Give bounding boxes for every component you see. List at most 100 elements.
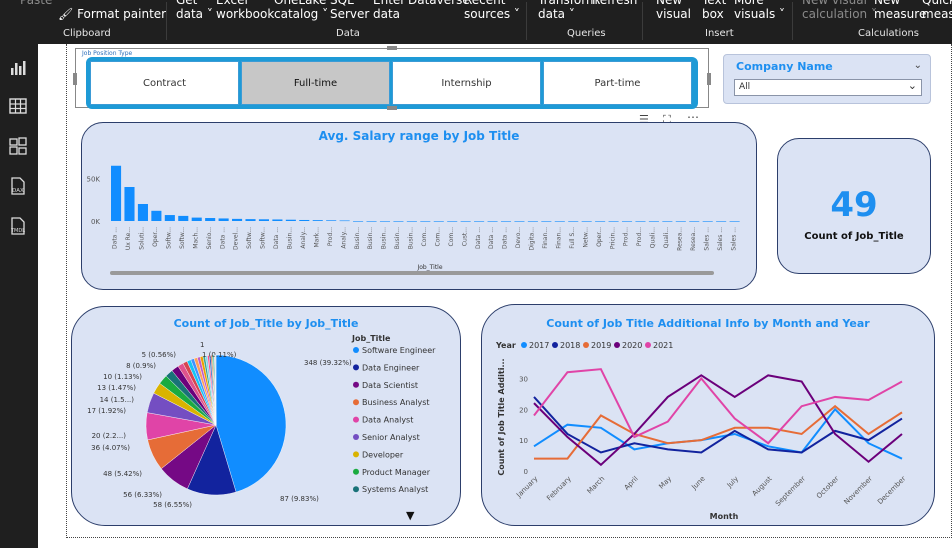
more-options-icon[interactable]: ⋯: [687, 110, 699, 124]
bar[interactable]: [272, 219, 283, 221]
bar[interactable]: [568, 221, 579, 222]
bar[interactable]: [285, 219, 296, 221]
ribbon-button-more-visuals[interactable]: More visuals ˅: [734, 0, 785, 21]
legend-item[interactable]: Developer: [362, 450, 404, 459]
ribbon-button-enter-data[interactable]: Enter data: [373, 0, 405, 21]
bar[interactable]: [662, 221, 673, 222]
slicer-option-part-time[interactable]: Part-time: [543, 61, 692, 105]
bar[interactable]: [178, 215, 189, 221]
ribbon-button-transform-data[interactable]: Transform data ˅: [538, 0, 598, 21]
slicer-option-internship[interactable]: Internship: [392, 61, 541, 105]
ribbon-button-text-box[interactable]: Text box: [702, 0, 726, 21]
bar[interactable]: [689, 221, 700, 222]
bar[interactable]: [406, 221, 417, 222]
bar[interactable]: [299, 219, 310, 221]
bar[interactable]: [164, 215, 175, 221]
resize-handle[interactable]: [73, 73, 77, 85]
model-view-icon[interactable]: [8, 136, 28, 156]
bar[interactable]: [366, 221, 377, 222]
bar[interactable]: [420, 221, 431, 222]
legend-item[interactable]: Data Analyst: [362, 416, 413, 425]
bar[interactable]: [554, 221, 565, 222]
bar[interactable]: [648, 221, 659, 222]
legend-scroll-down-icon[interactable]: ▼: [406, 509, 415, 522]
series-line-2017[interactable]: [533, 407, 903, 460]
ribbon-button-new-measure[interactable]: New measure: [874, 0, 926, 21]
slicer-option-full-time[interactable]: Full-time: [241, 61, 390, 105]
bar[interactable]: [232, 218, 243, 221]
bar[interactable]: [487, 221, 498, 222]
resize-handle[interactable]: [707, 73, 711, 85]
bar[interactable]: [312, 220, 323, 221]
bar[interactable]: [124, 187, 135, 221]
ribbon-button-onelake-catalog[interactable]: OneLake catalog ˅: [274, 0, 328, 21]
slicer-option-contract[interactable]: Contract: [90, 61, 239, 105]
ribbon-button-new-visual-calculation[interactable]: New visual calculation ˅: [802, 0, 877, 21]
legend-item[interactable]: 2021: [653, 341, 673, 350]
ribbon-button-new-visual[interactable]: New visual: [656, 0, 691, 21]
ribbon-button-get-data[interactable]: Get data ˅: [176, 0, 213, 21]
bar[interactable]: [245, 219, 256, 221]
bar[interactable]: [500, 221, 512, 222]
series-line-2018[interactable]: [533, 396, 903, 454]
ribbon-button-excel-workbook[interactable]: Excel workbook: [216, 0, 274, 21]
bar[interactable]: [527, 221, 538, 222]
bar[interactable]: [675, 221, 686, 222]
bar[interactable]: [191, 217, 202, 221]
resize-handle[interactable]: [387, 46, 397, 50]
bar[interactable]: [474, 221, 485, 222]
bar[interactable]: [447, 221, 458, 222]
bar[interactable]: [581, 221, 592, 222]
bar[interactable]: [514, 221, 525, 222]
company-name-filter[interactable]: Company Name ⌄ All ⌄: [723, 54, 931, 104]
legend-item[interactable]: 2020: [622, 341, 642, 350]
ribbon-button-recent-sources[interactable]: Recent sources ˅: [464, 0, 520, 21]
bar[interactable]: [729, 221, 740, 222]
series-line-2021[interactable]: [533, 368, 903, 445]
bar[interactable]: [541, 221, 552, 222]
bar[interactable]: [621, 221, 633, 222]
ribbon-button-paste[interactable]: Paste: [20, 0, 52, 7]
ribbon-button-format-painter[interactable]: 🖌 Format painter: [58, 0, 166, 21]
ribbon-button-dataverse[interactable]: Dataverse: [408, 0, 470, 7]
bar[interactable]: [137, 204, 148, 221]
ribbon-button-refresh[interactable]: Refresh: [592, 0, 637, 7]
tmdl-view-icon[interactable]: TMDL: [8, 216, 28, 236]
legend-item[interactable]: Senior Analyst: [362, 433, 420, 442]
legend-item[interactable]: Business Analyst: [362, 398, 430, 407]
bar[interactable]: [702, 221, 713, 222]
legend-item[interactable]: 2019: [591, 341, 611, 350]
series-line-2019[interactable]: [534, 404, 903, 460]
chevron-down-icon[interactable]: ⌄: [913, 60, 922, 71]
filter-icon[interactable]: ☰: [639, 113, 649, 126]
ribbon-button-quick-meas[interactable]: Quickmeas: [922, 0, 952, 21]
bar[interactable]: [635, 221, 646, 222]
legend-item[interactable]: Data Scientist: [362, 381, 418, 390]
legend-item[interactable]: Systems Analyst: [362, 485, 428, 494]
legend-item[interactable]: 2017: [529, 341, 549, 350]
series-line-2020[interactable]: [533, 374, 903, 467]
pie-slice[interactable]: [215, 354, 217, 426]
bar[interactable]: [218, 218, 229, 221]
legend-item[interactable]: Product Manager: [362, 468, 431, 477]
bar[interactable]: [608, 221, 619, 222]
bar[interactable]: [111, 165, 122, 221]
bar[interactable]: [716, 221, 727, 222]
bar[interactable]: [339, 220, 350, 222]
bar[interactable]: [595, 221, 606, 222]
table-view-icon[interactable]: [8, 96, 28, 116]
pie-slice[interactable]: [215, 354, 287, 493]
focus-mode-icon[interactable]: ⛶: [663, 113, 671, 126]
bar[interactable]: [258, 219, 269, 221]
resize-handle[interactable]: [387, 106, 397, 110]
ribbon-button-sql-server[interactable]: SQL Server: [330, 0, 369, 21]
dax-query-icon[interactable]: DAX: [8, 176, 28, 196]
bar[interactable]: [326, 220, 337, 221]
legend-item[interactable]: 2018: [560, 341, 580, 350]
bar[interactable]: [379, 221, 391, 222]
bar[interactable]: [460, 221, 471, 222]
legend-item[interactable]: Data Engineer: [362, 363, 420, 372]
job-position-slicer[interactable]: Job Position Type Contract Full-time Inter…: [73, 46, 711, 110]
report-view-icon[interactable]: [8, 58, 28, 78]
bar[interactable]: [393, 221, 404, 222]
